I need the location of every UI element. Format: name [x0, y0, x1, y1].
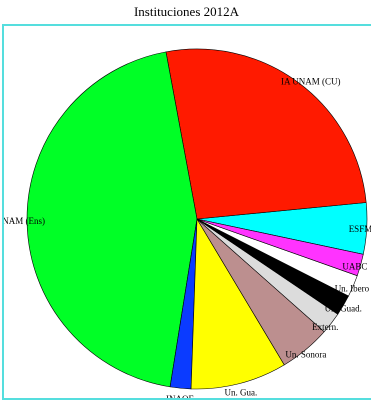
- pie-slice-ia-unam-ens: [26, 51, 198, 388]
- chart-frame: ESFM-IPN IA UNAM (CU) IA UNAM (Ens) INAOE Un…: [2, 24, 371, 400]
- chart-title: Instituciones 2012A: [133, 4, 240, 19]
- pie-slice-uabc: [196, 218, 364, 277]
- slice-label-uabc: UABC: [342, 262, 367, 272]
- pie-chart: ESFM-IPN IA UNAM (CU) IA UNAM (Ens) INAOE Un…: [4, 48, 371, 400]
- slice-label-inaoe: INAOE: [166, 394, 194, 400]
- slice-label-un-sonora: Un. Sonora: [285, 349, 326, 359]
- slice-label-un-guad: Un. Guad.: [325, 303, 362, 313]
- slice-label-ia-unam-cu: IA UNAM (CU): [281, 76, 341, 86]
- slice-label-un-gua: Un. Gua.: [225, 387, 258, 397]
- slice-label-extern: Extern.: [312, 322, 338, 332]
- slice-label-esfm-ipn: ESFM-IPN: [349, 224, 371, 234]
- slice-label-ia-unam-ens: IA UNAM (Ens): [4, 216, 45, 226]
- slice-label-un-ibero: Un. Ibero: [335, 283, 370, 293]
- pie-slice-un-gua: [190, 217, 285, 390]
- pie-slice-ia-unam-cu: [165, 48, 367, 220]
